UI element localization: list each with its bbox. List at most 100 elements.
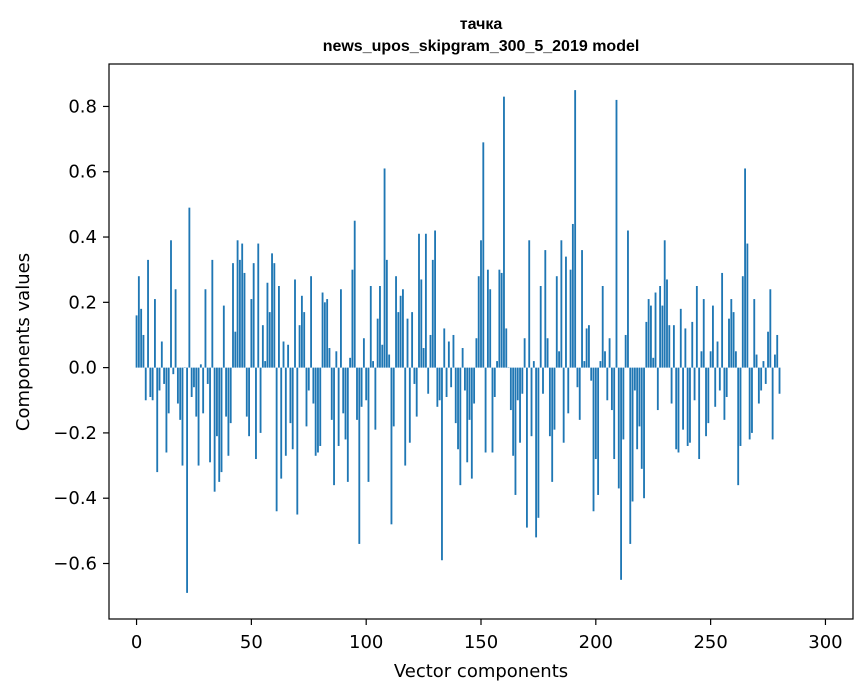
- bar: [762, 361, 765, 368]
- bar: [291, 367, 294, 450]
- bar: [615, 99, 618, 368]
- bars-group: [135, 90, 781, 593]
- bar: [170, 240, 172, 368]
- bar: [376, 318, 379, 368]
- bar: [434, 230, 436, 368]
- bar: [333, 367, 335, 486]
- y-tick-label: 0.2: [68, 292, 97, 313]
- bar: [746, 243, 749, 368]
- bar: [236, 240, 239, 368]
- bar: [167, 367, 170, 414]
- bar: [553, 367, 556, 430]
- bar: [395, 276, 397, 368]
- bar: [278, 286, 280, 368]
- bar: [335, 351, 338, 368]
- bar: [705, 367, 707, 437]
- y-tick-label: 0.8: [68, 96, 97, 117]
- bar: [461, 348, 464, 368]
- bar: [728, 318, 730, 368]
- bar: [261, 325, 264, 368]
- bar: [484, 367, 487, 453]
- bar: [326, 299, 329, 368]
- bar: [640, 367, 643, 469]
- bar: [142, 334, 145, 368]
- bar: [523, 338, 526, 368]
- bar: [532, 361, 535, 368]
- bar: [241, 243, 244, 368]
- bar: [268, 312, 271, 368]
- bar: [695, 286, 698, 368]
- bar: [741, 276, 744, 368]
- bar: [677, 367, 680, 453]
- bar: [650, 305, 652, 368]
- bar: [287, 344, 290, 368]
- bar: [160, 341, 163, 368]
- bar: [294, 279, 296, 368]
- bar: [275, 367, 278, 512]
- bar: [202, 367, 205, 414]
- bar: [624, 334, 627, 368]
- bar: [670, 367, 673, 404]
- bar: [693, 367, 696, 401]
- bar: [282, 341, 285, 368]
- bar: [526, 367, 528, 528]
- bar: [638, 367, 641, 427]
- bar: [310, 276, 312, 368]
- bar: [707, 367, 710, 424]
- x-axis-ticks: 0 50 100 150 200 250 300: [131, 619, 843, 653]
- bar: [491, 367, 494, 453]
- bar: [672, 325, 675, 368]
- bar: [505, 328, 508, 368]
- bar: [663, 240, 666, 368]
- bar: [755, 354, 758, 368]
- bar: [305, 367, 308, 427]
- bar: [422, 348, 425, 368]
- bar: [576, 367, 579, 388]
- bar: [431, 259, 434, 368]
- bar: [165, 367, 168, 453]
- bar: [158, 367, 161, 391]
- bar: [608, 338, 611, 368]
- bar: [562, 367, 565, 443]
- bar: [537, 367, 540, 518]
- bar: [383, 168, 386, 368]
- bar: [250, 299, 253, 368]
- bar: [631, 367, 634, 502]
- bar: [418, 233, 420, 368]
- bar: [179, 367, 182, 420]
- bar: [443, 328, 446, 368]
- bar: [764, 367, 767, 384]
- bar: [358, 367, 361, 544]
- bar: [190, 367, 193, 397]
- bar: [156, 367, 159, 473]
- bar: [232, 263, 234, 368]
- bar: [613, 367, 616, 460]
- bar: [558, 351, 560, 368]
- bar: [691, 321, 694, 368]
- bar: [482, 142, 485, 368]
- bar: [266, 282, 269, 368]
- bar: [725, 367, 728, 397]
- bar: [679, 308, 682, 368]
- bar: [349, 357, 352, 368]
- bar: [627, 230, 629, 368]
- bar: [195, 367, 198, 417]
- bar: [227, 367, 230, 456]
- bar: [684, 328, 687, 368]
- bar: [714, 367, 717, 407]
- bar: [351, 269, 354, 368]
- bar: [149, 367, 152, 397]
- bar: [238, 259, 241, 368]
- bar: [427, 367, 430, 394]
- bar: [544, 250, 547, 368]
- bar: [319, 367, 322, 446]
- bar: [475, 338, 478, 368]
- bar: [771, 367, 774, 440]
- bar: [362, 338, 365, 368]
- bar: [737, 367, 740, 486]
- bar: [551, 367, 554, 482]
- bar: [402, 289, 404, 368]
- bar: [360, 367, 363, 407]
- bar: [776, 334, 779, 368]
- bar: [748, 367, 751, 440]
